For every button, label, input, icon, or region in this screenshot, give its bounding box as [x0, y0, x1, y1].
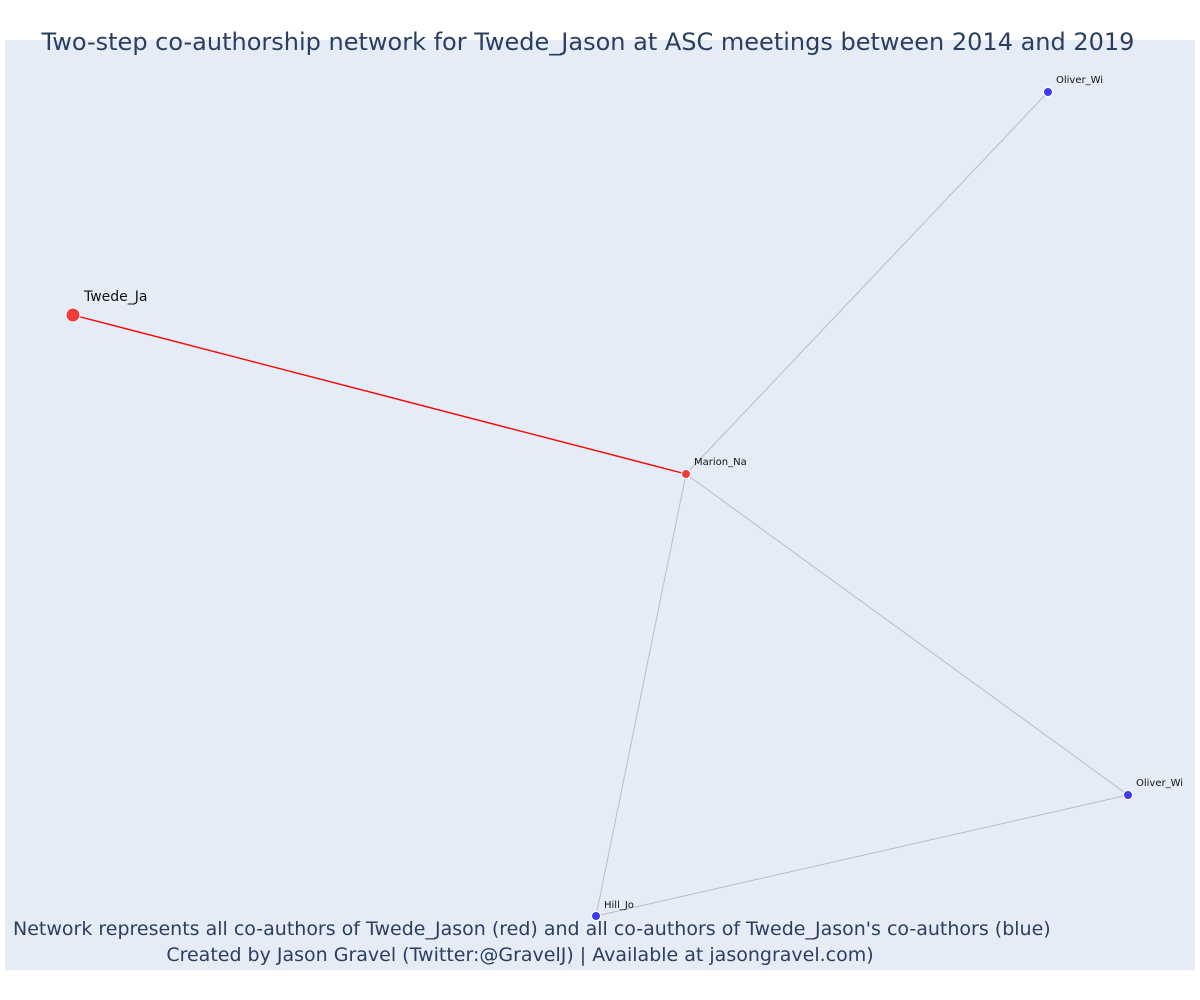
node-label-oliver2: Oliver_Wi: [1136, 778, 1183, 789]
edge-marion-hill: [595, 473, 687, 917]
caption-line-2: Created by Jason Gravel (Twitter:@Gravel…: [166, 944, 874, 966]
node-oliver2[interactable]: [1123, 790, 1133, 800]
node-hill[interactable]: [591, 911, 601, 921]
node-label-marion: Marion_Na: [694, 457, 747, 468]
edge-marion-oliver2: [685, 473, 1129, 796]
nodes-layer: [65, 87, 1133, 921]
edge-marion-oliver1: [685, 91, 1049, 475]
chart-title: Two-step co-authorship network for Twede…: [41, 28, 1135, 56]
node-twede[interactable]: [65, 307, 81, 323]
edge-twede-marion: [72, 314, 687, 475]
node-label-hill: Hill_Jo: [604, 900, 634, 911]
edge-hill-oliver2: [595, 794, 1129, 917]
node-label-twede: Twede_Ja: [83, 289, 148, 305]
labels-layer: Twede_Ja Marion_Na Oliver_Wi Oliver_Wi Hill_…: [83, 75, 1183, 911]
node-oliver1[interactable]: [1043, 87, 1053, 97]
node-label-oliver1: Oliver_Wi: [1056, 75, 1103, 86]
node-marion[interactable]: [681, 469, 691, 479]
plot-background: [5, 40, 1195, 970]
edges-layer: [72, 91, 1129, 917]
caption-line-1: Network represents all co-authors of Twe…: [13, 918, 1051, 940]
